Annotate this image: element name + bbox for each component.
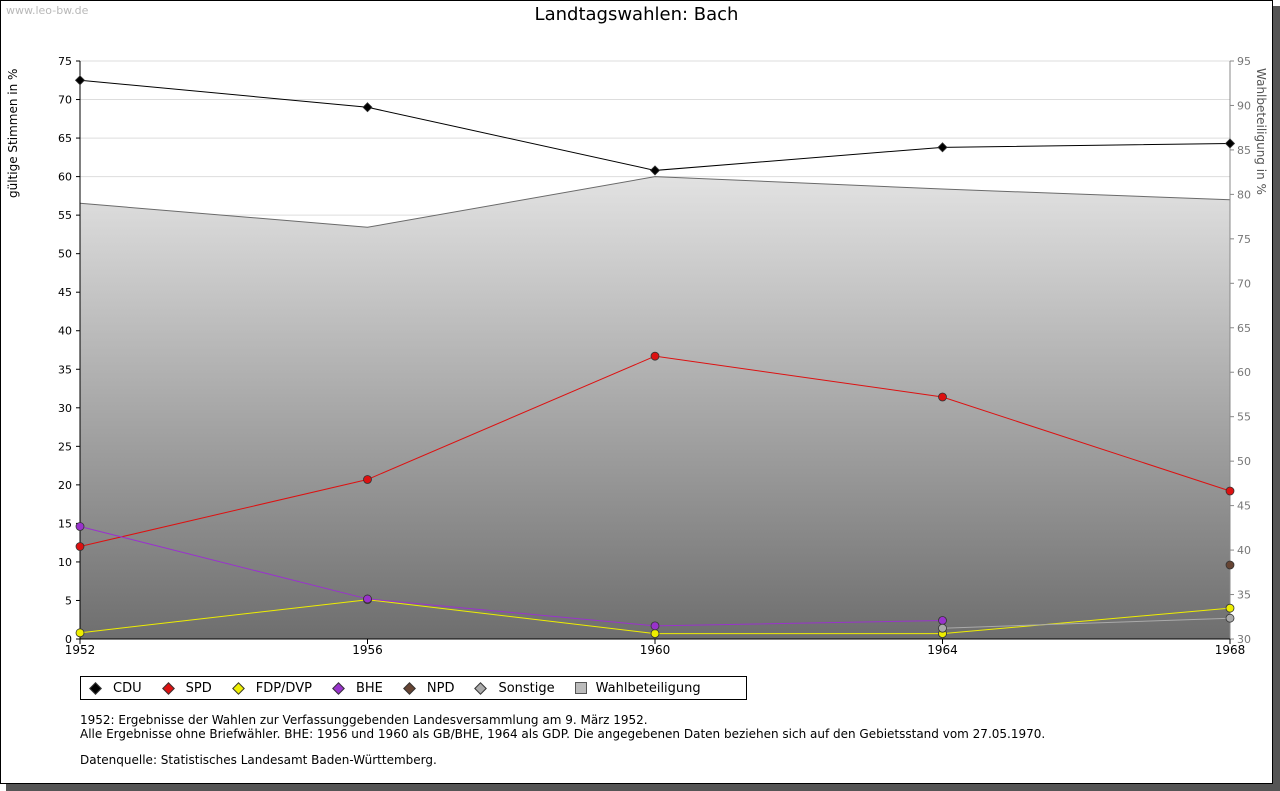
frame-shadow-right [1273,6,1280,791]
legend-marker-sonstige [474,681,488,695]
legend-marker-bhe [332,681,345,695]
y-tick-label: 55 [58,209,72,222]
y2-tick-label: 45 [1237,500,1251,513]
y-tick-label: 65 [58,132,72,145]
legend-item-fdp-dvp: FDP/DVP [230,681,312,696]
point-sonstige [938,623,947,633]
y2-tick-label: 40 [1237,544,1251,557]
legend-item-cdu: CDU [87,681,142,696]
point-cdu [362,102,373,113]
turnout-area [80,176,1230,639]
legend-label: NPD [426,680,455,696]
y2-tick-label: 35 [1237,589,1251,602]
legend-item-wahlbeteiligung: Wahlbeteiligung [573,681,701,696]
x-tick-label: 1960 [640,643,671,657]
x-tick-label: 1956 [352,643,383,657]
y2-tick-label: 75 [1237,233,1251,246]
point-cdu [649,165,661,176]
legend-label: SPD [185,680,212,696]
y2-tick-label: 95 [1237,55,1251,68]
legend-marker-fdp-dvp [231,681,245,695]
point-cdu [74,75,86,86]
point-spd [75,542,85,551]
point-spd [650,351,660,361]
legend-item-spd: SPD [160,681,212,696]
legend-label: BHE [355,680,383,696]
y-tick-label: 40 [58,325,72,338]
x-tick-label: 1952 [65,643,96,657]
y-tick-label: 25 [58,440,72,453]
point-spd [938,392,947,402]
legend: CDU SPD FDP/DVP BHE NPD Sonstige Wahlbeteiligu… [80,676,747,700]
legend-item-sonstige: Sonstige [472,680,555,696]
x-tick-label: 1964 [927,643,958,657]
point-bhe [938,616,947,625]
y-tick-label: 5 [65,594,72,607]
legend-marker-npd [403,681,416,695]
x-tick-label: 1968 [1215,643,1246,657]
y-tick-label: 20 [58,479,72,492]
y2-tick-label: 30 [1237,633,1251,646]
legend-label: Wahlbeteiligung [595,680,701,696]
point-npd [1225,560,1235,570]
chart-title: Landtagswahlen: Bach [534,4,739,25]
y-tick-label: 75 [58,55,72,68]
point-fdp-dvp [1225,603,1235,613]
legend-item-bhe: BHE [330,681,383,696]
point-cdu [937,142,948,153]
y-tick-label: 30 [58,402,72,415]
y2-tick-label: 80 [1237,188,1251,201]
watermark: www.leo-bw.de [6,4,89,17]
point-spd [363,475,372,484]
legend-marker-cdu [89,681,102,695]
point-bhe [363,594,372,604]
chart-plot: 0 5 10 15 20 25 30 35 40 45 50 55 60 65 70 75 30 35 40 45 50… [58,55,1251,657]
point-fdp-dvp [75,628,85,638]
y2-tick-label: 85 [1237,144,1251,157]
series-line-sonstige [942,617,1231,629]
legend-label: Sonstige [498,680,555,696]
y2-tick-label: 50 [1237,455,1251,468]
y-tick-label: 0 [65,633,72,646]
legend-label: CDU [113,680,142,696]
y-tick-label: 70 [58,94,72,107]
point-bhe [650,621,660,631]
point-fdp-dvp [650,629,660,639]
series-line-cdu [79,79,1231,171]
point-cdu [1224,138,1236,149]
legend-item-npd: NPD [401,680,455,696]
y-tick-label: 50 [58,248,72,261]
point-sonstige [1225,613,1235,623]
series-line-bhe [79,525,943,627]
y2-tick-label: 55 [1237,411,1251,424]
legend-marker-spd [161,681,175,695]
footnote-line-2: Alle Ergebnisse ohne Briefwähler. BHE: 1… [80,727,1046,741]
frame-shadow-bottom [6,784,1280,791]
y-tick-label: 10 [58,556,72,569]
y2-tick-label: 60 [1237,366,1251,379]
data-source: Datenquelle: Statistisches Landesamt Bad… [80,753,437,767]
y-tick-label: 35 [58,363,72,376]
y-tick-label: 60 [58,171,72,184]
point-bhe [75,522,85,531]
legend-label: FDP/DVP [255,680,312,696]
legend-marker-wahlbeteiligung [574,682,587,694]
footnote-line-1: 1952: Ergebnisse der Wahlen zur Verfassu… [80,713,648,727]
y2-tick-label: 90 [1237,99,1251,112]
point-spd [1225,486,1235,496]
turnout-line [79,176,1231,228]
y2-tick-label: 70 [1237,277,1251,290]
y-tick-label: 45 [58,286,72,299]
y2-tick-label: 65 [1237,322,1251,335]
y-tick-label: 15 [58,517,72,530]
footnotes: 1952: Ergebnisse der Wahlen zur Verfassu… [80,713,1045,767]
